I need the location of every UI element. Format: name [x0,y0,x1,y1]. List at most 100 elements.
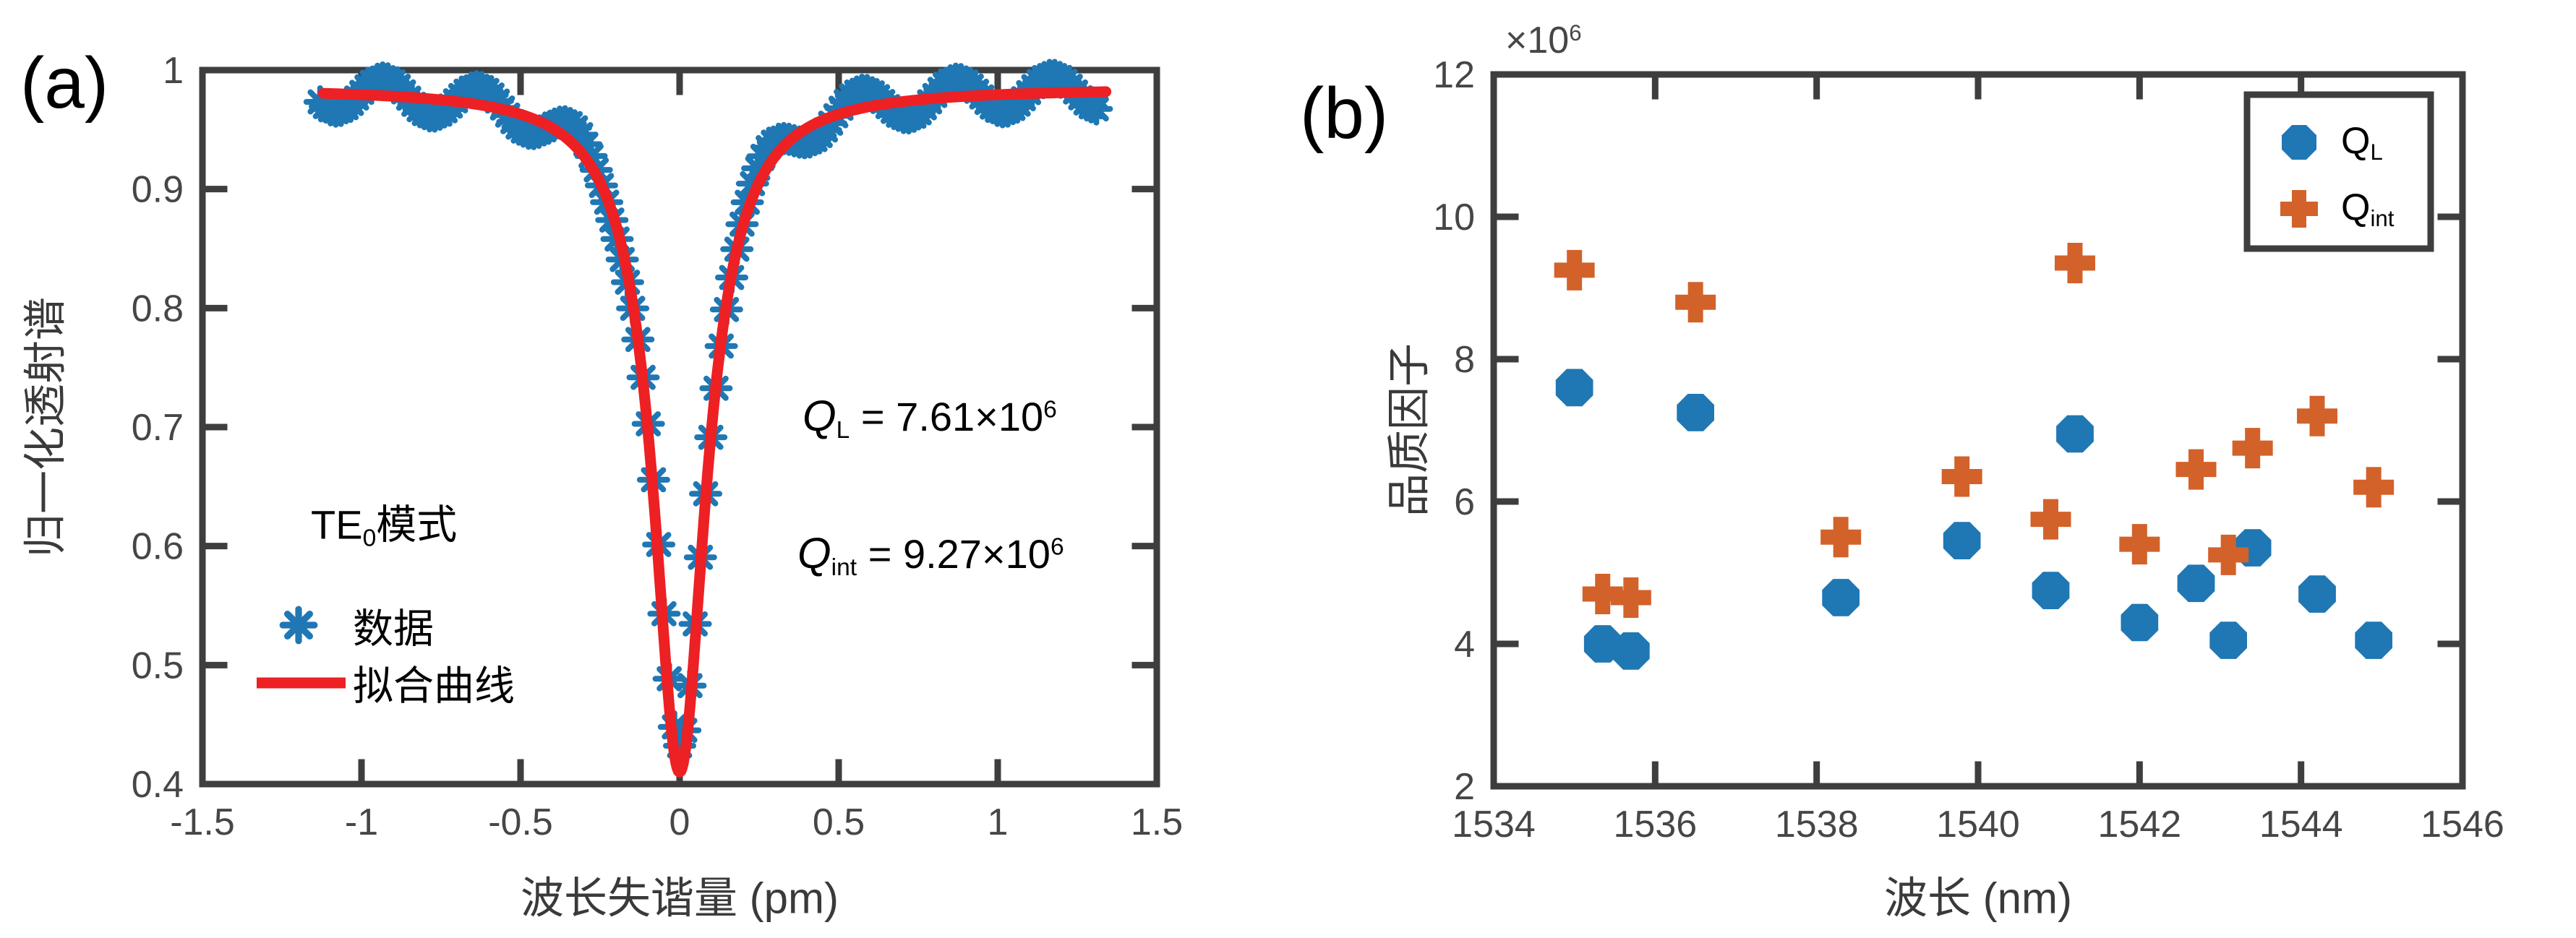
panel-b-y-tick-label: 8 [1454,339,1475,381]
qint-marker [2232,428,2273,469]
panel-a-y-tick-label: 0.9 [132,169,184,211]
panel-b-legend [2243,91,2434,252]
legend-b-box [2243,91,2434,252]
panel-b-y-tick-label: 10 [1433,197,1475,238]
legend-qint-base: Q [2341,186,2371,228]
panel-b-y-axis-multiplier: ×106 [1505,19,1582,62]
q-intrinsic-subscript: int [831,554,857,582]
legend-b-qint-marker [2280,190,2318,228]
ql-marker [2177,564,2215,603]
mode-annotation: TE0模式 [311,492,457,552]
panel-a-label: (a) [20,43,109,124]
panel-a-x-tick-label: 0.5 [813,801,865,843]
ql-marker [1822,579,1860,616]
panel-b-x-tick-label: 1544 [2259,804,2343,846]
panel-b-frame [1490,71,2466,790]
ql-marker [1677,394,1714,431]
panel-a-y-axis-label: 归一化透射谱 [21,297,70,557]
q-intrinsic-symbol: Q [797,528,831,577]
qint-marker [2208,534,2249,575]
panel-a-x-tick-label: -0.5 [488,801,553,843]
ql-marker [1612,632,1650,670]
qint-marker [1554,249,1595,291]
panel-a-y-tick-label: 0.7 [132,407,184,449]
ql-marker [2121,603,2159,642]
qint-marker [2055,243,2095,284]
panel-a-frame [199,66,1160,788]
legend-a-fit-label: 拟合曲线 [353,663,515,709]
qint-marker [2297,395,2337,436]
panel-b-y-tick-label: 12 [1433,54,1475,96]
ql-marker [2209,621,2247,659]
mode-sub: 0 [362,525,377,552]
panel-a-y-tick-label: 0.4 [132,764,184,806]
qint-marker [2175,449,2217,490]
panel-b-label: (b) [1300,73,1389,154]
qint-marker [1582,574,1623,615]
mode-base: TE [311,502,363,548]
q-loaded-exponent: 6 [1043,396,1057,423]
legend-b-ql-marker [2282,125,2316,160]
legend-a-data-marker [283,609,314,641]
data-asterisk-marker [1082,95,1110,123]
panel-b-x-tick-label: 1538 [1775,804,1859,846]
q-loaded-annotation: QL = 7.61×106 [803,391,1057,444]
qint-marker [1610,577,1651,618]
fit-curve [317,86,1112,778]
q-loaded-subscript: L [836,417,850,444]
multiplier-exponent: 6 [1569,20,1582,46]
panel-a-y-tick-label: 0.6 [132,526,184,568]
q-intrinsic-exponent: 6 [1050,533,1064,561]
legend-ql-sub: L [2370,139,2383,165]
mode-rest: 模式 [376,502,458,548]
legend-ql-base: Q [2341,119,2371,162]
panel-b-x-axis-label: 波长 (nm) [1884,874,2072,923]
q-intrinsic-value: = 9.27×10 [857,530,1050,577]
qint-marker [2353,467,2395,508]
panel-a-x-tick-label: 1 [988,801,1009,843]
ql-marker [2355,621,2392,659]
ql-marker [2298,575,2336,613]
panel-b-x-tick-label: 1536 [1613,804,1697,846]
panel-b-y-tick-label: 2 [1454,766,1475,808]
panel-a-x-tick-label: 0 [669,801,690,843]
panel-b-x-tick-label: 1534 [1452,804,1536,846]
legend-b-qint-label: Qint [2341,186,2394,232]
qint-marker [1820,517,1862,558]
panel-a-legend [257,609,346,689]
panel-a-x-tick-label: -1 [345,801,378,843]
qint-marker [2119,524,2160,565]
panel-a-x-tick-label: 1.5 [1131,801,1183,843]
panel-a-x-tick-label: -1.5 [170,801,235,843]
qint-marker [2030,499,2071,540]
qint-series-markers [1554,243,2395,618]
panel-b-y-tick-label: 4 [1454,624,1475,666]
panel-a-axes: -1.5 -1 -0.5 0 0.5 1 1.5 0.4 0.5 0.6 0.7 0.8 0.9 1 [132,50,1183,843]
panel-b-y-tick-label: 6 [1454,481,1475,523]
q-loaded-value: = 7.61×10 [850,393,1044,439]
ql-marker [1555,369,1593,407]
legend-b-ql-label: QL [2341,119,2383,165]
ql-series-markers [1555,369,2392,670]
panel-a-y-tick-label: 0.8 [132,288,184,330]
multiplier-base: ×10 [1505,20,1570,61]
panel-a-y-tick-label: 1 [163,50,184,92]
panel-a-y-tick-label: 0.5 [132,645,184,687]
panel-b-x-tick-label: 1546 [2421,804,2504,846]
ql-marker [1583,625,1622,663]
panel-a-x-axis-label: 波长失谐量 (pm) [521,874,839,923]
ql-marker [2056,415,2094,453]
q-intrinsic-annotation: Qint = 9.27×106 [797,528,1064,582]
qint-marker [1675,282,1716,323]
panel-b-x-tick-label: 1540 [1936,804,2020,846]
panel-b-y-axis-label: 品质因子 [1385,343,1434,517]
q-loaded-symbol: Q [803,391,836,440]
legend-qint-sub: int [2370,206,2395,232]
legend-a-data-label: 数据 [353,606,434,652]
qint-marker [1941,456,1982,497]
panel-b-axes: 1534 1536 1538 1540 1542 1544 1546 2 4 6 8 10 12 [1433,54,2504,846]
ql-marker [1943,522,1981,559]
panel-b-x-tick-label: 1542 [2097,804,2181,846]
